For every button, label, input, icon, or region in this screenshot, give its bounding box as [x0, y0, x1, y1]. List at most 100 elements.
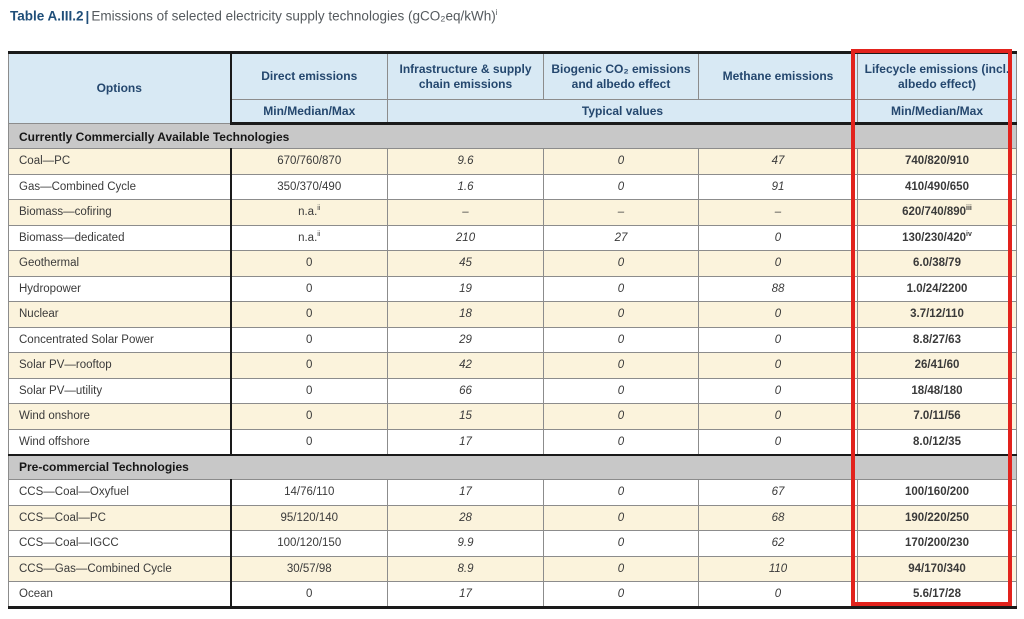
cell-option: Ocean	[8, 581, 232, 608]
cell-option: CCS—Coal—IGCC	[8, 530, 232, 557]
cell-direct-emissions: 0	[230, 428, 388, 455]
cell-infrastructure-emissions: 42	[387, 352, 544, 379]
cell-lifecycle-emissions: 740/820/910	[857, 148, 1017, 175]
table-row: Solar PV—utility 0 66 0 0 18/48/180	[8, 377, 1017, 404]
cell-infrastructure-emissions: 18	[387, 301, 544, 328]
cell-infrastructure-emissions: 1.6	[387, 173, 544, 200]
cell-direct-emissions: 350/370/490	[230, 173, 388, 200]
table-row: Wind onshore 0 15 0 0 7.0/11/56	[8, 403, 1017, 430]
subheader-direct-minmedianmax: Min/Median/Max	[230, 99, 388, 125]
cell-option: Solar PV—utility	[8, 377, 232, 404]
cell-infrastructure-emissions: 8.9	[387, 555, 544, 582]
table-row: Biomass—dedicated n.a.ii 210 27 0 130/230/420…	[8, 224, 1017, 251]
cell-biogenic-emissions: 0	[543, 173, 699, 200]
table-row: CCS—Gas—Combined Cycle 30/57/98 8.9 0 110 94/…	[8, 555, 1017, 582]
cell-direct-emissions: 0	[230, 250, 388, 277]
subheader-typical-values: Typical values	[387, 99, 858, 125]
cell-biogenic-emissions: 0	[543, 428, 699, 455]
cell-methane-emissions: 0	[698, 301, 858, 328]
cell-lifecycle-emissions: 18/48/180	[857, 377, 1017, 404]
cell-direct-emissions: 0	[230, 326, 388, 353]
footnote-marker: ii	[317, 230, 321, 238]
cell-direct-emissions: 0	[230, 581, 388, 608]
cell-lifecycle-emissions: 26/41/60	[857, 352, 1017, 379]
table-body: Currently Commercially Available Technol…	[8, 123, 1017, 608]
cell-biogenic-emissions: 0	[543, 555, 699, 582]
cell-lifecycle-emissions: 130/230/420iv	[857, 224, 1017, 251]
caption-footnote-marker: i	[495, 8, 498, 17]
footnote-marker: ii	[317, 205, 321, 213]
cell-lifecycle-emissions: 100/160/200	[857, 479, 1017, 506]
cell-infrastructure-emissions: 17	[387, 479, 544, 506]
header-lifecycle-emissions: Lifecycle emissions (incl. albedo effect…	[857, 52, 1017, 100]
cell-infrastructure-emissions: 17	[387, 428, 544, 455]
cell-methane-emissions: 0	[698, 224, 858, 251]
cell-infrastructure-emissions: 9.9	[387, 530, 544, 557]
cell-methane-emissions: 0	[698, 250, 858, 277]
cell-infrastructure-emissions: 28	[387, 504, 544, 531]
cell-direct-emissions: 95/120/140	[230, 504, 388, 531]
cell-methane-emissions: –	[698, 199, 858, 226]
table-row: Gas—Combined Cycle 350/370/490 1.6 0 91 410/4…	[8, 173, 1017, 200]
cell-option: Nuclear	[8, 301, 232, 328]
header-options: Options	[8, 52, 232, 124]
cell-direct-emissions: 30/57/98	[230, 555, 388, 582]
table-row: Solar PV—rooftop 0 42 0 0 26/41/60	[8, 352, 1017, 379]
subheader-lifecycle-minmedianmax: Min/Median/Max	[857, 99, 1017, 125]
cell-methane-emissions: 67	[698, 479, 858, 506]
table-row: Hydropower 0 19 0 88 1.0/24/2200	[8, 275, 1017, 302]
cell-direct-emissions: 670/760/870	[230, 148, 388, 175]
cell-methane-emissions: 0	[698, 352, 858, 379]
table-row: Nuclear 0 18 0 0 3.7/12/110	[8, 301, 1017, 328]
table-row: CCS—Coal—Oxyfuel 14/76/110 17 0 67 100/160/20…	[8, 479, 1017, 506]
cell-option: Coal—PC	[8, 148, 232, 175]
table-row: Wind offshore 0 17 0 0 8.0/12/35	[8, 428, 1017, 455]
cell-direct-emissions: 0	[230, 352, 388, 379]
emissions-table: Options Direct emissions Infrastructure …	[8, 51, 1017, 609]
header-biogenic-emissions: Biogenic CO₂ emissions and albedo effect	[543, 52, 699, 100]
cell-lifecycle-emissions: 3.7/12/110	[857, 301, 1017, 328]
cell-lifecycle-emissions: 8.8/27/63	[857, 326, 1017, 353]
cell-methane-emissions: 88	[698, 275, 858, 302]
cell-methane-emissions: 0	[698, 326, 858, 353]
cell-methane-emissions: 0	[698, 428, 858, 455]
table-row: CCS—Coal—IGCC 100/120/150 9.9 0 62 170/200/23…	[8, 530, 1017, 557]
header-infrastructure-emissions: Infrastructure & supply chain emissions	[387, 52, 544, 100]
cell-option: CCS—Gas—Combined Cycle	[8, 555, 232, 582]
table-row: CCS—Coal—PC 95/120/140 28 0 68 190/220/250	[8, 504, 1017, 531]
cell-methane-emissions: 110	[698, 555, 858, 582]
cell-biogenic-emissions: 0	[543, 504, 699, 531]
cell-methane-emissions: 0	[698, 377, 858, 404]
cell-lifecycle-emissions: 620/740/890iii	[857, 199, 1017, 226]
table-number: Table A.III.2	[10, 8, 84, 24]
footnote-marker: iv	[966, 230, 972, 238]
table-row: Concentrated Solar Power 0 29 0 0 8.8/27/63	[8, 326, 1017, 353]
cell-lifecycle-emissions: 6.0/38/79	[857, 250, 1017, 277]
cell-methane-emissions: 62	[698, 530, 858, 557]
cell-biogenic-emissions: 0	[543, 581, 699, 608]
cell-option: CCS—Coal—PC	[8, 504, 232, 531]
cell-direct-emissions: 0	[230, 301, 388, 328]
cell-methane-emissions: 0	[698, 581, 858, 608]
cell-option: Biomass—dedicated	[8, 224, 232, 251]
section-header-row: Pre-commercial Technologies	[8, 453, 1017, 480]
cell-option: Gas—Combined Cycle	[8, 173, 232, 200]
cell-option: CCS—Coal—Oxyfuel	[8, 479, 232, 506]
cell-infrastructure-emissions: 19	[387, 275, 544, 302]
header-direct-emissions: Direct emissions	[230, 52, 388, 100]
cell-lifecycle-emissions: 1.0/24/2200	[857, 275, 1017, 302]
cell-option: Wind onshore	[8, 403, 232, 430]
cell-biogenic-emissions: 0	[543, 479, 699, 506]
table-row: Ocean 0 17 0 0 5.6/17/28	[8, 581, 1017, 608]
cell-lifecycle-emissions: 190/220/250	[857, 504, 1017, 531]
cell-biogenic-emissions: 0	[543, 377, 699, 404]
table-row: Biomass—cofiring n.a.ii – – –620/740/890iii	[8, 199, 1017, 226]
cell-direct-emissions: 100/120/150	[230, 530, 388, 557]
cell-lifecycle-emissions: 170/200/230	[857, 530, 1017, 557]
caption-separator: |	[85, 8, 90, 24]
cell-direct-emissions: 0	[230, 377, 388, 404]
cell-lifecycle-emissions: 94/170/340	[857, 555, 1017, 582]
cell-lifecycle-emissions: 5.6/17/28	[857, 581, 1017, 608]
cell-methane-emissions: 0	[698, 403, 858, 430]
cell-lifecycle-emissions: 410/490/650	[857, 173, 1017, 200]
